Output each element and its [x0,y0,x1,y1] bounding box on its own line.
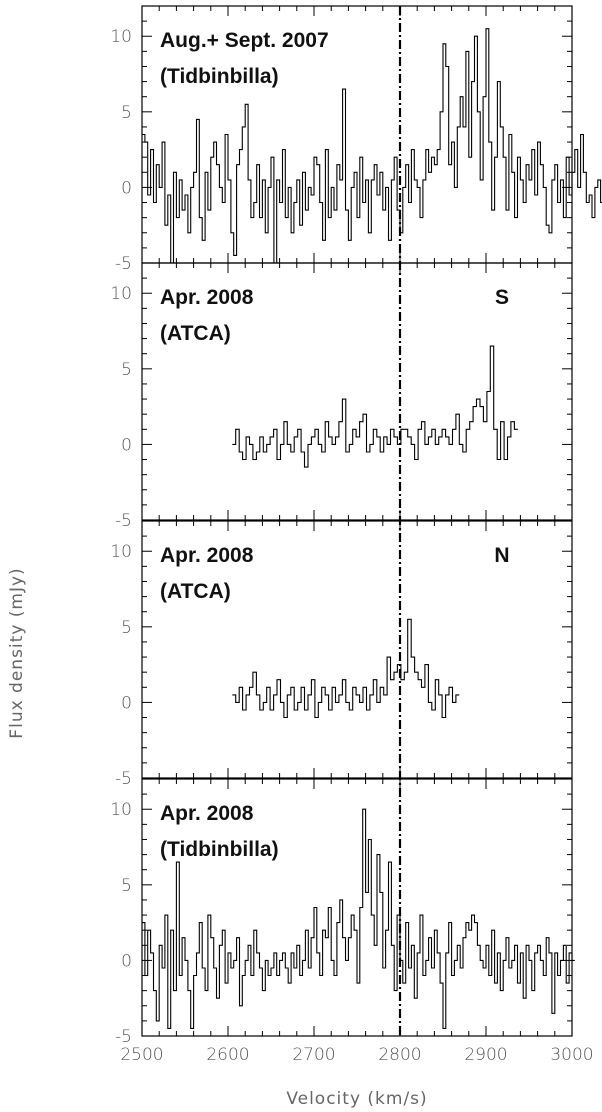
y-tick-label: 10 [110,542,132,562]
y-tick-label: 5 [121,360,132,380]
panel-frames [141,5,573,1037]
spectrum-trace-3 [232,618,460,719]
panel-corner-label: S [495,286,509,309]
y-tick-label: 5 [121,103,132,123]
panel-annotation-title: Apr. 2008 [160,544,254,567]
y-tick-label: -5 [115,1027,132,1047]
y-tick-label: 10 [110,284,132,304]
y-tick-label: 5 [121,618,132,638]
x-axis-label: Velocity (km/s) [286,1089,427,1109]
panel-corner-label: N [494,544,509,567]
y-tick-label: 0 [121,178,132,198]
panel-frame-4 [141,778,573,1037]
panel-annotation-title: Apr. 2008 [160,286,254,309]
x-tick-label: 2800 [378,1045,421,1065]
y-tick-label: 10 [110,800,132,820]
panel-annotations: Aug.+ Sept. 2007 (Tidbinbilla) Apr. 2008 (A… [160,29,510,861]
y-tick-label: -5 [115,769,132,789]
panel-annotation-instrument: (ATCA) [160,322,231,345]
panel-annotation-instrument: (Tidbinbilla) [160,838,279,861]
panel-annotation-instrument: (Tidbinbilla) [160,65,279,88]
spectrum-trace-2 [232,345,518,468]
panel-annotation-title: Aug.+ Sept. 2007 [160,29,329,52]
panel-frame-3 [141,520,573,779]
y-tick-label: 0 [121,435,132,455]
y-tick-label: 5 [121,876,132,896]
y-tick-label: 10 [110,27,132,47]
panel-annotation-title: Apr. 2008 [160,802,254,825]
y-tick-label: 0 [121,693,132,713]
panel-frame-2 [141,262,573,521]
x-tick-label: 3000 [550,1045,593,1065]
spectrum-traces [142,28,602,1029]
axis-ticks [141,6,573,1037]
y-tick-label: -5 [115,511,132,531]
y-tick-label: 0 [121,951,132,971]
panel-annotation-instrument: (ATCA) [160,580,231,603]
spectrum-trace-4 [142,808,575,1029]
x-tick-label: 2900 [464,1045,507,1065]
spectrum-trace-1 [142,28,602,264]
x-tick-label: 2500 [120,1045,163,1065]
x-tick-label: 2600 [206,1045,249,1065]
x-tick-label: 2700 [292,1045,335,1065]
y-axis-label: Flux density (mJy) [7,567,27,738]
y-tick-label: -5 [115,254,132,274]
